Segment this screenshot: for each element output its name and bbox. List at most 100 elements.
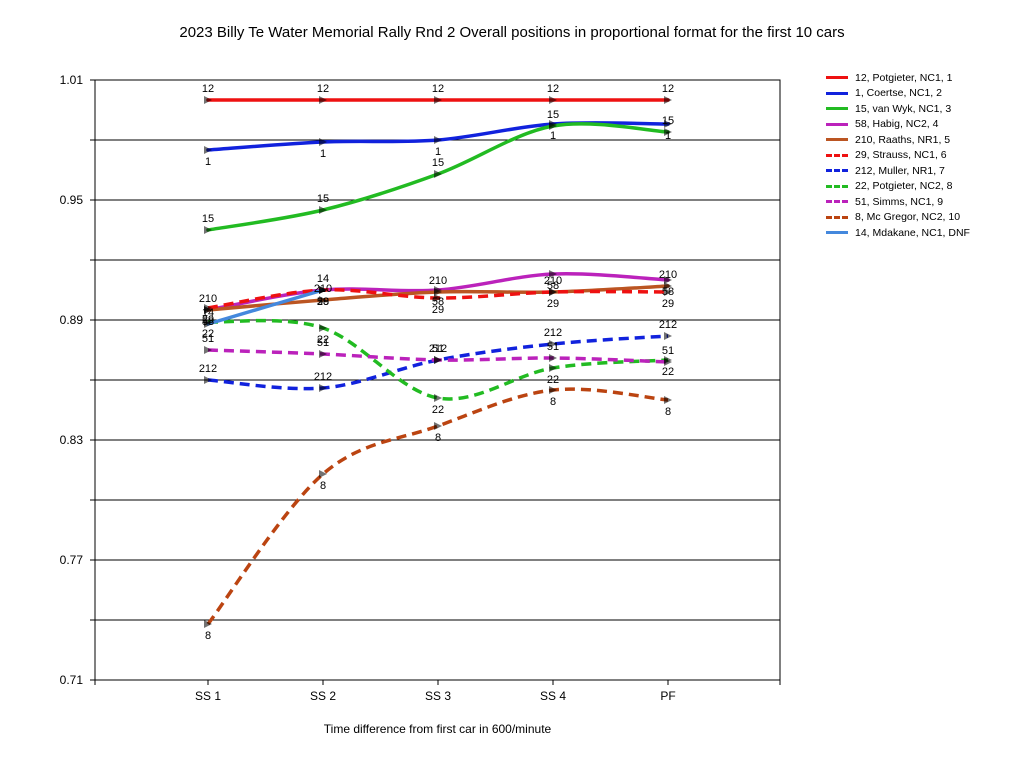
x-tick-label: SS 4	[540, 689, 566, 703]
legend-swatch	[826, 184, 848, 188]
point-marker	[434, 356, 442, 364]
x-tick-label: SS 3	[425, 689, 451, 703]
data-label: 12	[432, 83, 444, 95]
data-label: 1	[435, 146, 441, 158]
point-marker	[434, 170, 442, 178]
data-label: 12	[317, 83, 329, 95]
data-label: 8	[320, 480, 326, 492]
data-label: 210	[199, 293, 217, 305]
data-label: 8	[435, 432, 441, 444]
legend-swatch	[826, 200, 848, 204]
point-marker	[664, 276, 672, 284]
legend-item: 210, Raaths, NR1, 5	[826, 132, 1016, 148]
legend-label: 210, Raaths, NR1, 5	[855, 133, 951, 146]
chart-title: 2023 Billy Te Water Memorial Rally Rnd 2…	[179, 24, 845, 41]
legend-item: 1, Coertse, NC1, 2	[826, 86, 1016, 102]
x-axis-label: Time difference from first car in 600/mi…	[323, 722, 552, 736]
legend-label: 8, Mc Gregor, NC2, 10	[855, 211, 961, 224]
point-marker	[319, 296, 327, 304]
legend-item: 22, Potgieter, NC2, 8	[826, 179, 1016, 195]
point-marker	[664, 396, 672, 404]
data-label: 14	[202, 307, 214, 319]
data-labels: 1212121212111111515151515585858585821021…	[199, 83, 677, 642]
data-label: 22	[202, 328, 214, 340]
data-label: 22	[662, 366, 674, 378]
legend-label: 14, Mdakane, NC1, DNF	[855, 226, 970, 239]
data-label: 1	[205, 156, 211, 168]
point-marker	[549, 270, 557, 278]
point-marker	[549, 96, 557, 104]
legend-swatch	[826, 231, 848, 235]
data-label: 51	[202, 333, 214, 345]
point-marker	[664, 128, 672, 136]
data-label: 1	[665, 130, 671, 142]
point-marker	[204, 346, 212, 354]
data-label: 210	[429, 275, 447, 287]
legend-label: 15, van Wyk, NC1, 3	[855, 102, 952, 115]
legend-label: 12, Potgieter, NC1, 1	[855, 71, 953, 84]
legend-item: 15, van Wyk, NC1, 3	[826, 101, 1016, 117]
data-label: 15	[202, 213, 214, 225]
point-marker	[319, 96, 327, 104]
grid-lines	[95, 139, 780, 621]
x-tick-label: SS 2	[310, 689, 336, 703]
point-marker	[319, 324, 327, 332]
data-label: 212	[659, 319, 677, 331]
series-line-14	[206, 288, 325, 326]
data-label: 15	[547, 109, 559, 121]
legend-swatch	[826, 215, 848, 219]
legend-label: 1, Coertse, NC1, 2	[855, 87, 942, 100]
data-label: 14	[317, 273, 329, 285]
data-label: 15	[317, 193, 329, 205]
point-marker	[434, 422, 442, 430]
legend-label: 212, Muller, NR1, 7	[855, 164, 945, 177]
data-label: 22	[547, 374, 559, 386]
legend-item: 51, Simms, NC1, 9	[826, 194, 1016, 210]
point-marker	[204, 96, 212, 104]
point-marker	[319, 206, 327, 214]
y-axis-ticks: 0.71 0.77 0.83 0.89 0.95 1.01	[60, 73, 95, 687]
point-marker	[204, 620, 212, 628]
data-label: 29	[547, 298, 559, 310]
point-marker	[549, 386, 557, 394]
point-marker	[434, 394, 442, 402]
data-label: 51	[432, 343, 444, 355]
data-label: 8	[550, 396, 556, 408]
data-label: 212	[544, 327, 562, 339]
point-marker	[204, 146, 212, 154]
legend-label: 58, Habig, NC2, 4	[855, 118, 939, 131]
legend: 12, Potgieter, NC1, 1 1, Coertse, NC1, 2 1…	[826, 70, 1016, 241]
point-marker	[319, 350, 327, 358]
legend-label: 29, Strauss, NC1, 6	[855, 149, 947, 162]
data-label: 22	[317, 334, 329, 346]
data-label: 210	[659, 269, 677, 281]
legend-item: 212, Muller, NR1, 7	[826, 163, 1016, 179]
data-label: 29	[432, 304, 444, 316]
legend-label: 51, Simms, NC1, 9	[855, 195, 944, 208]
point-marker	[664, 120, 672, 128]
legend-swatch	[826, 91, 848, 95]
point-marker	[664, 332, 672, 340]
data-label: 12	[662, 83, 674, 95]
point-marker	[434, 288, 442, 296]
data-label: 8	[665, 406, 671, 418]
point-marker	[319, 384, 327, 392]
data-label: 212	[314, 371, 332, 383]
y-tick-label: 0.89	[60, 313, 84, 327]
legend-item: 14, Mdakane, NC1, DNF	[826, 225, 1016, 241]
x-tick-label: SS 1	[195, 689, 221, 703]
data-label: 29	[317, 296, 329, 308]
data-label: 15	[432, 157, 444, 169]
point-marker	[319, 286, 327, 294]
legend-item: 58, Habig, NC2, 4	[826, 117, 1016, 133]
y-tick-label: 0.71	[60, 673, 84, 687]
legend-swatch	[826, 169, 848, 173]
point-marker	[204, 226, 212, 234]
point-marker	[664, 96, 672, 104]
data-label: 12	[547, 83, 559, 95]
legend-swatch	[826, 122, 848, 126]
legend-label: 22, Potgieter, NC2, 8	[855, 180, 953, 193]
point-marker	[204, 320, 212, 328]
point-marker	[549, 288, 557, 296]
